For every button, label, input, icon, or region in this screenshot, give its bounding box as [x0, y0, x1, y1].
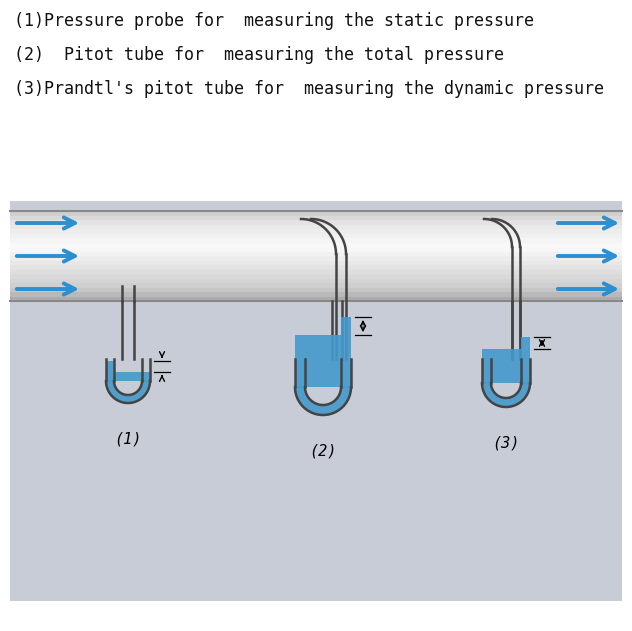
Bar [10, 274, 622, 278]
Bar [10, 283, 622, 288]
Bar [10, 261, 622, 265]
Bar [10, 256, 622, 261]
Bar [10, 265, 622, 269]
Bar [10, 247, 622, 252]
Text: (2)  Pitot tube for  measuring the total pressure: (2) Pitot tube for measuring the total p… [14, 46, 504, 64]
Bar [114, 372, 142, 381]
Bar [10, 201, 622, 601]
Bar [521, 337, 530, 383]
Bar [10, 216, 622, 220]
Bar [10, 278, 622, 283]
Text: (2): (2) [309, 443, 337, 458]
Bar [10, 229, 622, 233]
Bar [10, 225, 622, 229]
Bar [106, 361, 114, 381]
Text: (1): (1) [114, 431, 142, 446]
Bar [10, 288, 622, 292]
Bar [305, 335, 341, 387]
Bar [10, 269, 622, 274]
Bar [491, 349, 521, 383]
Bar [482, 349, 491, 383]
Bar [142, 372, 150, 381]
Bar [10, 297, 622, 301]
Polygon shape [295, 387, 351, 415]
Bar [10, 220, 622, 225]
Text: (3): (3) [492, 435, 520, 450]
Bar [341, 317, 351, 387]
Bar [10, 242, 622, 247]
Bar [10, 238, 622, 242]
Polygon shape [106, 381, 150, 403]
Bar [10, 292, 622, 297]
Text: (1)Pressure probe for  measuring the static pressure: (1)Pressure probe for measuring the stat… [14, 12, 534, 30]
Text: (3)Prandtl's pitot tube for  measuring the dynamic pressure: (3)Prandtl's pitot tube for measuring th… [14, 80, 604, 98]
Bar [295, 335, 305, 387]
Bar [10, 233, 622, 238]
Bar [10, 211, 622, 216]
Polygon shape [482, 383, 530, 407]
Bar [10, 252, 622, 256]
